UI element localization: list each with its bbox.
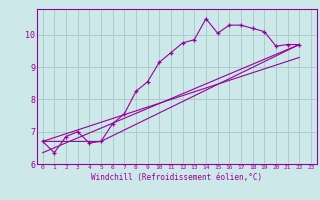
X-axis label: Windchill (Refroidissement éolien,°C): Windchill (Refroidissement éolien,°C) [91, 173, 262, 182]
